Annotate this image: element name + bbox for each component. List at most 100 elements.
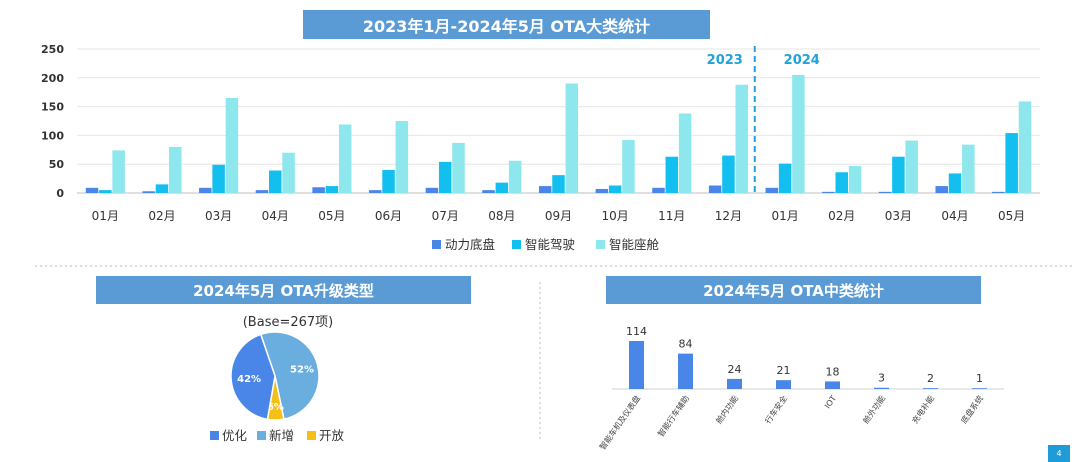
bar-智能驾驶-14 [835, 172, 848, 193]
pie-slice-label: 42% [237, 374, 261, 385]
mid-bar-6 [874, 387, 889, 389]
bar-动力底盘-15 [878, 191, 892, 193]
y-tick-label: 100 [41, 129, 64, 142]
mid-category-label: 充电补能 [910, 393, 937, 425]
pie-slice-优化 [230, 333, 276, 421]
mid-category-label: 智能行车辅助 [655, 393, 691, 438]
x-tick-label: 07月 [432, 209, 459, 223]
bar-智能座舱-9 [565, 83, 579, 193]
bar-智能座舱-7 [452, 142, 465, 193]
mid-bar-value: 3 [878, 372, 885, 385]
bar-动力底盘-11 [652, 187, 665, 193]
bar-智能驾驶-8 [495, 182, 509, 193]
bar-动力底盘-12 [708, 185, 722, 193]
bar-智能驾驶-17 [1005, 133, 1018, 193]
pie-slice-新增 [259, 331, 320, 420]
pie-legend-swatch [257, 431, 266, 440]
bar-智能座舱-11 [678, 113, 692, 193]
x-tick-label: 02月 [148, 209, 175, 223]
bar-动力底盘-1 [85, 187, 99, 193]
mid-bar-7 [923, 388, 938, 389]
pie-slice-label: 52% [290, 365, 314, 376]
pie-chart: 52% 6% 42% 优化 新增 开放 [210, 331, 345, 443]
page-number: 4 [1048, 445, 1070, 462]
y-tick-label: 50 [49, 158, 65, 171]
bar-智能座舱-3 [225, 97, 239, 193]
bar-智能驾驶-3 [212, 164, 225, 193]
bar-智能驾驶-4 [269, 170, 282, 193]
x-tick-label: 04月 [262, 209, 289, 223]
x-tick-label: 12月 [715, 209, 742, 223]
y-tick-label: 150 [41, 101, 64, 114]
mid-bar-value: 21 [777, 364, 791, 377]
x-tick-label: 10月 [602, 209, 629, 223]
mid-bar-4 [776, 380, 791, 389]
bar-智能驾驶-2 [155, 184, 169, 193]
legend-label: 智能驾驶 [525, 237, 576, 252]
bar-智能驾驶-9 [552, 175, 565, 193]
mid-bar-2 [678, 353, 693, 389]
bar-智能座舱-16 [962, 144, 975, 193]
mid-bar-value: 84 [679, 338, 693, 351]
pie-legend-swatch [210, 431, 219, 440]
mid-bar-3 [727, 378, 742, 389]
mid-bar-8 [972, 388, 987, 389]
bar-动力底盘-4 [255, 190, 269, 193]
x-tick-label: 01月 [771, 209, 798, 223]
y-tick-label: 250 [41, 43, 64, 56]
bar-智能驾驶-10 [608, 185, 622, 193]
pie-legend-label: 新增 [269, 428, 294, 443]
mid-category-label: 舱内功能 [714, 393, 741, 425]
bar-动力底盘-7 [425, 187, 439, 193]
bar-智能驾驶-5 [325, 186, 339, 193]
bar-智能驾驶-7 [438, 161, 452, 193]
bar-动力底盘-5 [312, 187, 325, 193]
mid-bar-value: 24 [728, 363, 742, 376]
bar-智能座舱-2 [169, 146, 182, 193]
bar-智能座舱-1 [112, 150, 125, 193]
top-bar-chart: 0 50 100 150 200 250 01月 02月 03月 04月 05月 06月 07月 08月 0… [41, 43, 1040, 252]
x-tick-label: 04月 [941, 209, 968, 223]
pie-legend-swatch [307, 431, 316, 440]
legend-swatch [512, 240, 521, 249]
mid-category-chart-title: 2024年5月 OTA中类统计 [606, 276, 981, 304]
legend-label: 动力底盘 [445, 237, 495, 252]
pie-chart-title: 2024年5月 OTA升级类型 [96, 276, 471, 304]
bar-动力底盘-14 [822, 191, 835, 193]
x-tick-label: 05月 [318, 209, 345, 223]
mid-category-label: 行车安全 [763, 393, 790, 425]
pie-legend-label: 优化 [222, 428, 248, 443]
x-tick-label: 11月 [658, 209, 685, 223]
mid-bar-value: 2 [927, 372, 934, 385]
x-tick-label: 02月 [828, 209, 855, 223]
mid-bar-chart: 114智能车机及仪表盘84智能行车辅助24舱内功能21行车安全18IOT3舱外功… [597, 325, 1004, 452]
mid-bar-value: 1 [976, 372, 983, 385]
x-tick-label: 03月 [205, 209, 232, 223]
bar-动力底盘-8 [482, 190, 495, 193]
bar-动力底盘-3 [199, 187, 212, 193]
bar-智能座舱-5 [338, 124, 352, 193]
bar-智能座舱-4 [282, 152, 295, 193]
x-tick-label: 03月 [885, 209, 912, 223]
bar-动力底盘-9 [538, 186, 552, 193]
x-tick-label: 01月 [92, 209, 119, 223]
section-separators [35, 265, 1075, 440]
mid-category-label: 舱外功能 [861, 393, 888, 425]
bar-智能驾驶-13 [778, 163, 792, 193]
x-tick-label: 08月 [488, 209, 515, 223]
bar-智能座舱-10 [622, 140, 635, 193]
mid-category-label: 智能车机及仪表盘 [597, 393, 642, 451]
bar-智能驾驶-12 [722, 155, 735, 193]
y-tick-label: 0 [56, 187, 64, 200]
bar-动力底盘-16 [935, 186, 948, 193]
pie-slice-label: 6% [267, 402, 284, 413]
mid-category-label: IOT [823, 394, 838, 410]
bar-智能驾驶-6 [382, 169, 395, 193]
x-tick-label: 06月 [375, 209, 402, 223]
bar-智能座舱-17 [1018, 101, 1032, 193]
top-chart-title: 2023年1月-2024年5月 OTA大类统计 [303, 10, 710, 39]
x-tick-label: 05月 [998, 209, 1025, 223]
x-tick-label: 09月 [545, 209, 572, 223]
bar-动力底盘-6 [369, 190, 382, 193]
bar-智能驾驶-1 [99, 190, 112, 193]
